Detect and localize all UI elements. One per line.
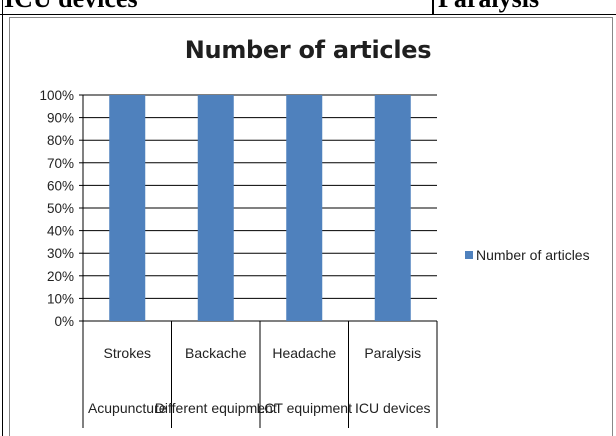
bar — [197, 95, 234, 321]
y-tick-label: 10% — [47, 291, 74, 306]
x-group-label: LCT equipment — [257, 400, 353, 416]
document-border — [2, 0, 3, 436]
legend-label: Number of articles — [476, 247, 590, 263]
document-cell-divider — [432, 0, 434, 14]
y-tick-label: 20% — [47, 269, 74, 284]
bar — [374, 95, 411, 321]
document-table-row: ICU devices Paralysis — [0, 0, 616, 15]
y-tick-label: 100% — [39, 88, 74, 103]
document-cell-right: Paralysis — [438, 0, 539, 12]
x-category-label: Paralysis — [364, 345, 421, 361]
x-category-label: Headache — [272, 345, 336, 361]
chart-title: Number of articles — [184, 36, 432, 64]
y-tick-label: 60% — [47, 178, 74, 193]
x-category-label: Backache — [185, 345, 247, 361]
x-category-label: Strokes — [104, 345, 151, 361]
y-tick-label: 50% — [47, 201, 74, 216]
y-tick-label: 90% — [47, 111, 74, 126]
x-group-label: Acupuncture — [88, 400, 167, 416]
bar — [286, 95, 323, 321]
y-tick-label: 40% — [47, 224, 74, 239]
legend-swatch — [465, 251, 473, 259]
y-tick-label: 80% — [47, 133, 74, 148]
bar — [109, 95, 146, 321]
y-tick-label: 30% — [47, 246, 74, 261]
chart-legend: Number of articles — [465, 247, 590, 263]
y-tick-label: 0% — [54, 314, 74, 329]
document-cell-left: ICU devices — [4, 0, 138, 12]
x-group-label: Different equipment — [155, 400, 277, 416]
y-tick-label: 70% — [47, 156, 74, 171]
x-group-label: ICU devices — [355, 400, 430, 416]
